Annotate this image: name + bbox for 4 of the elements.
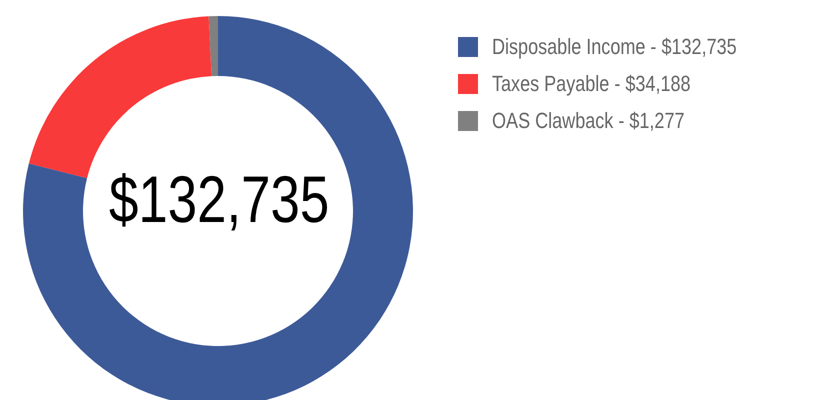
legend-label: Taxes Payable - $34,188	[492, 70, 691, 96]
legend-label: OAS Clawback - $1,277	[492, 108, 685, 134]
data-label: $132,735	[109, 161, 330, 237]
legend-label: Disposable Income - $132,735	[492, 34, 737, 60]
